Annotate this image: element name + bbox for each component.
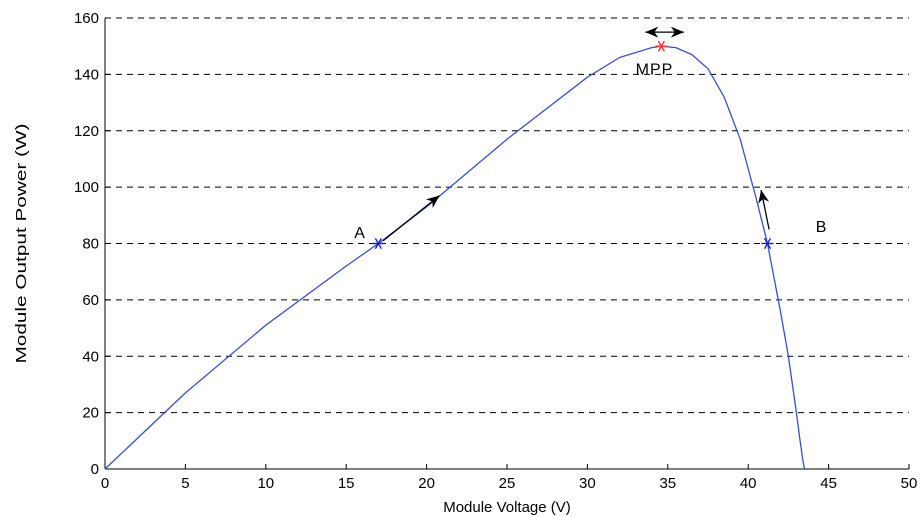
star-stroke bbox=[763, 237, 772, 250]
x-tick-label: 15 bbox=[338, 475, 355, 492]
arrow-head bbox=[425, 195, 440, 209]
grid-lines bbox=[105, 17, 909, 414]
series-line bbox=[104, 45, 806, 470]
point-layer bbox=[372, 40, 774, 250]
x-tick-label: 40 bbox=[740, 475, 757, 492]
arrow-layer bbox=[382, 26, 770, 242]
x-tick-label: 0 bbox=[101, 475, 109, 492]
marker-a bbox=[372, 237, 385, 250]
arrow-head bbox=[758, 189, 770, 204]
marker-b bbox=[761, 237, 774, 250]
annotation-layer: A B MPP bbox=[354, 61, 828, 242]
tick-labels: 0 5 10 15 20 25 30 35 40 45 50 0 20 40 60 80 100 120 140 16… bbox=[74, 10, 917, 492]
y-tick-label: 40 bbox=[82, 348, 99, 365]
x-tick-label: 10 bbox=[257, 475, 274, 492]
y-tick-label: 140 bbox=[74, 66, 99, 83]
x-tick-label: 45 bbox=[820, 475, 837, 492]
annotation-a: A bbox=[354, 225, 366, 242]
annotation-b: B bbox=[816, 219, 828, 236]
x-tick-label: 5 bbox=[181, 475, 189, 492]
series-layer bbox=[104, 45, 806, 470]
arrow-head bbox=[670, 26, 684, 38]
marker-mpp bbox=[655, 40, 668, 52]
annotation-mpp: MPP bbox=[636, 61, 674, 78]
x-tick-label: 30 bbox=[579, 475, 596, 492]
y-tick-label: 160 bbox=[74, 10, 99, 27]
y-tick-label: 0 bbox=[91, 461, 99, 478]
arrow-line bbox=[382, 195, 440, 242]
star-stroke bbox=[374, 237, 382, 250]
y-tick-label: 80 bbox=[82, 236, 99, 253]
x-tick-label: 20 bbox=[418, 475, 435, 492]
y-axis-label: Module Output Power (W) bbox=[13, 124, 30, 364]
x-tick-label: 35 bbox=[659, 475, 676, 492]
y-tick-label: 120 bbox=[74, 123, 99, 140]
y-tick-label: 100 bbox=[74, 179, 99, 196]
y-tick-label: 60 bbox=[82, 292, 99, 309]
x-tick-label: 50 bbox=[901, 475, 918, 492]
y-tick-label: 20 bbox=[82, 405, 99, 422]
star-stroke bbox=[657, 40, 665, 52]
arrow-head bbox=[645, 26, 659, 38]
x-axis-label: Module Voltage (V) bbox=[443, 499, 571, 516]
x-tick-label: 25 bbox=[499, 475, 516, 492]
